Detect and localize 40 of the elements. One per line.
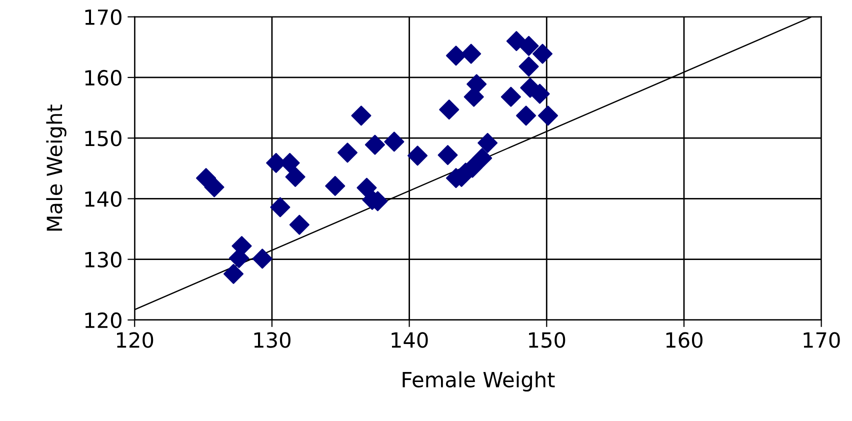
point	[356, 178, 377, 198]
y-axis-title: Male Weight	[46, 104, 66, 231]
point	[337, 142, 358, 163]
point	[204, 177, 224, 198]
x-axis-title: Female Weight	[402, 371, 555, 392]
y-tick-label: 150	[85, 130, 122, 146]
point	[270, 197, 290, 218]
point	[438, 145, 458, 166]
point	[518, 56, 539, 77]
point	[461, 44, 482, 64]
y-tick-label: 160	[85, 70, 122, 86]
y-tick-label: 170	[85, 9, 122, 26]
y-tick-label: 130	[85, 252, 122, 268]
point	[530, 84, 550, 104]
x-tick-label: 130	[254, 332, 290, 348]
point	[252, 248, 272, 269]
point	[285, 166, 306, 187]
x-tick-label: 160	[666, 332, 702, 348]
point	[384, 132, 404, 152]
point	[518, 36, 539, 56]
point	[325, 176, 346, 196]
point	[446, 46, 466, 66]
point	[478, 132, 498, 153]
point	[408, 146, 428, 166]
point	[439, 100, 460, 120]
x-tick-label: 140	[392, 332, 428, 348]
x-tick-label: 150	[529, 332, 566, 348]
point	[223, 264, 244, 284]
y-tick-label: 120	[85, 312, 122, 328]
x-tick-label: 170	[804, 332, 840, 348]
point	[289, 214, 310, 235]
point	[538, 106, 558, 126]
point	[516, 106, 536, 126]
point	[532, 44, 553, 64]
point	[472, 148, 492, 168]
point	[351, 106, 372, 126]
point	[364, 134, 385, 155]
x-tick-label: 120	[117, 332, 154, 348]
point	[500, 86, 521, 107]
y-tick-label: 140	[85, 191, 122, 207]
